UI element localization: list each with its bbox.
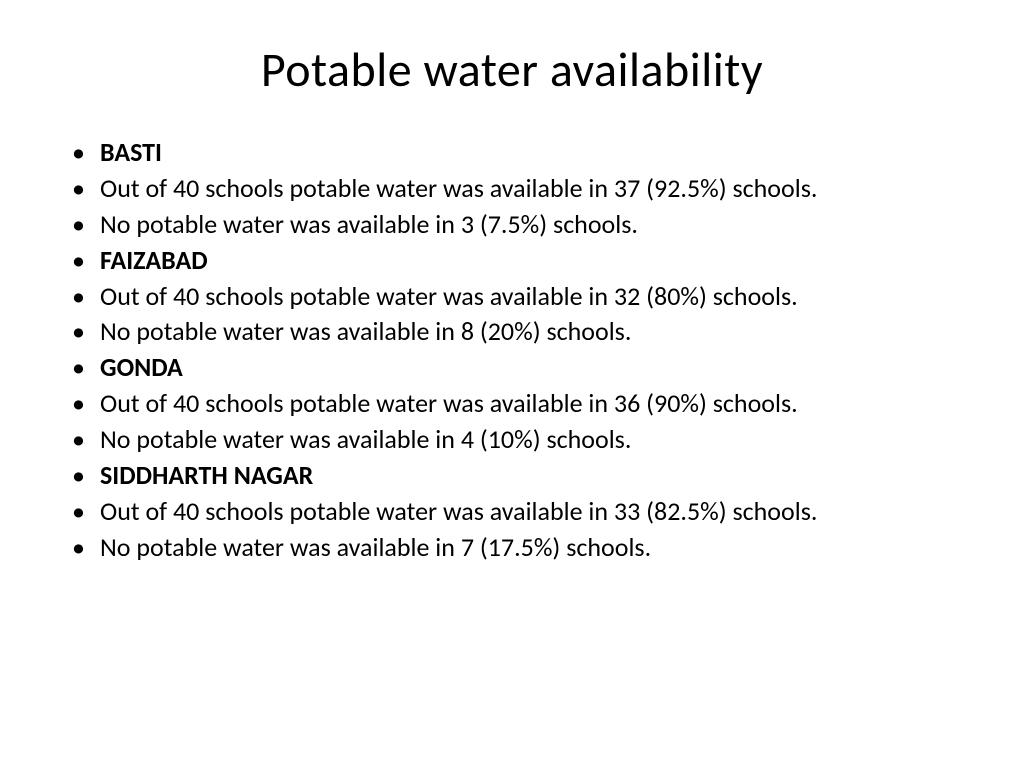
- slide: Potable water availability BASTI Out of …: [0, 0, 1024, 768]
- list-item: SIDDHARTH NAGAR: [100, 458, 964, 494]
- list-item-text: No potable water was available in 8 (20%…: [100, 315, 631, 347]
- list-item: Out of 40 schools potable water was avai…: [100, 386, 964, 422]
- list-item-text: BASTI: [100, 136, 162, 168]
- list-item: BASTI: [100, 135, 964, 171]
- list-item-text: Out of 40 schools potable water was avai…: [100, 495, 817, 527]
- list-item: No potable water was available in 3 (7.5…: [100, 207, 964, 243]
- list-item-text: No potable water was available in 4 (10%…: [100, 423, 631, 455]
- list-item-text: No potable water was available in 3 (7.5…: [100, 208, 638, 240]
- slide-title: Potable water availability: [60, 40, 964, 99]
- list-item: Out of 40 schools potable water was avai…: [100, 494, 964, 530]
- list-item-text: SIDDHARTH NAGAR: [100, 459, 313, 491]
- list-item-text: Out of 40 schools potable water was avai…: [100, 387, 798, 419]
- list-item: No potable water was available in 8 (20%…: [100, 314, 964, 350]
- list-item: Out of 40 schools potable water was avai…: [100, 279, 964, 315]
- list-item: FAIZABAD: [100, 243, 964, 279]
- list-item-text: FAIZABAD: [100, 244, 208, 276]
- list-item: GONDA: [100, 350, 964, 386]
- list-item-text: No potable water was available in 7 (17.…: [100, 531, 651, 563]
- list-item: Out of 40 schools potable water was avai…: [100, 171, 964, 207]
- list-item: No potable water was available in 7 (17.…: [100, 530, 964, 566]
- bullet-list: BASTI Out of 40 schools potable water wa…: [60, 135, 964, 566]
- list-item-text: GONDA: [100, 351, 183, 383]
- list-item: No potable water was available in 4 (10%…: [100, 422, 964, 458]
- list-item-text: Out of 40 schools potable water was avai…: [100, 280, 798, 312]
- list-item-text: Out of 40 schools potable water was avai…: [100, 172, 817, 204]
